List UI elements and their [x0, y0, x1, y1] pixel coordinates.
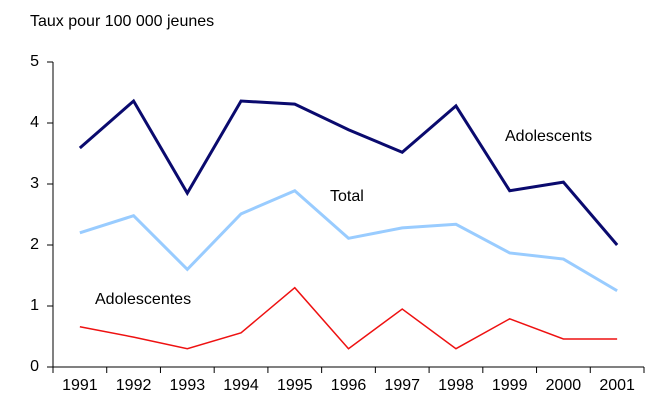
x-tick-label: 1997 [384, 377, 420, 394]
x-tick-label: 1992 [116, 377, 152, 394]
series-label: Adolescents [505, 128, 592, 145]
series-line [78, 98, 619, 246]
series-label: Adolescentes [95, 291, 191, 308]
x-tick-label: 2000 [546, 377, 582, 394]
x-tick-label: 2001 [599, 377, 635, 394]
x-tick-label: 1993 [170, 377, 206, 394]
y-tick-label: 2 [30, 236, 39, 253]
y-tick-label: 3 [30, 175, 39, 192]
y-tick-label: 4 [30, 114, 39, 131]
y-tick-label: 0 [30, 358, 39, 375]
x-tick-label: 1996 [331, 377, 367, 394]
x-tick-label: 1991 [62, 377, 98, 394]
y-tick-label: 5 [30, 53, 39, 70]
x-tick-label: 1999 [492, 377, 528, 394]
series-line [79, 188, 618, 293]
x-tick-label: 1998 [438, 377, 474, 394]
x-tick-label: 1994 [223, 377, 259, 394]
chart-title: Taux pour 100 000 jeunes [30, 13, 214, 30]
y-tick-label: 1 [30, 297, 39, 314]
series-label: Total [330, 188, 364, 205]
x-tick-label: 1995 [277, 377, 313, 394]
series-line [79, 286, 618, 350]
